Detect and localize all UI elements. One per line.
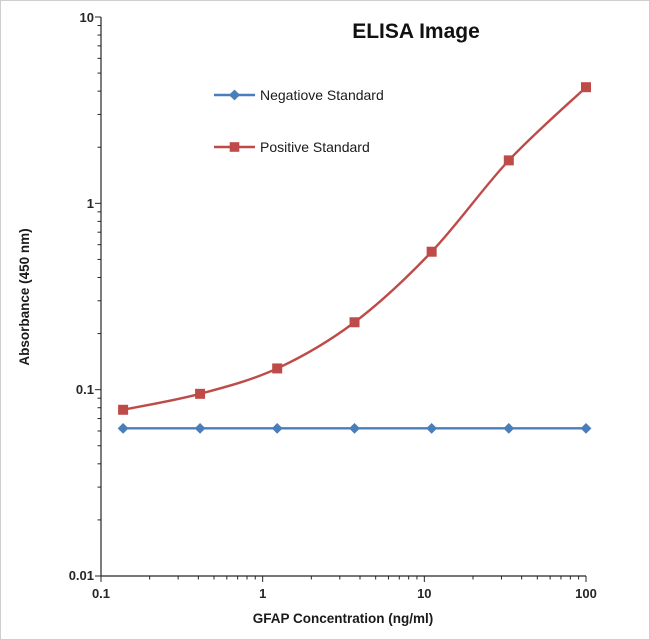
chart-title: ELISA Image xyxy=(352,20,480,43)
x-tick-label: 0.1 xyxy=(92,586,110,601)
legend: Negatiove Standard Positive Standard xyxy=(214,87,384,155)
diamond-marker-icon xyxy=(228,89,241,101)
x-axis-title: GFAP Concentration (ng/ml) xyxy=(253,611,434,626)
square-marker-icon xyxy=(229,142,240,152)
axis-ticks xyxy=(95,16,587,582)
x-tick-label: 1 xyxy=(259,586,266,601)
x-tick-label: 100 xyxy=(575,586,597,601)
y-tick-label: 0.1 xyxy=(76,382,94,397)
legend-label-negative: Negatiove Standard xyxy=(260,87,384,103)
y-tick-label: 10 xyxy=(80,10,94,25)
legend-label-positive: Positive Standard xyxy=(260,139,370,155)
y-axis-title: Absorbance (450 nm) xyxy=(17,228,32,365)
x-tick-label: 10 xyxy=(417,586,431,601)
data-series xyxy=(117,82,592,434)
y-tick-label: 0.01 xyxy=(69,568,94,583)
y-tick-label: 1 xyxy=(87,196,94,211)
